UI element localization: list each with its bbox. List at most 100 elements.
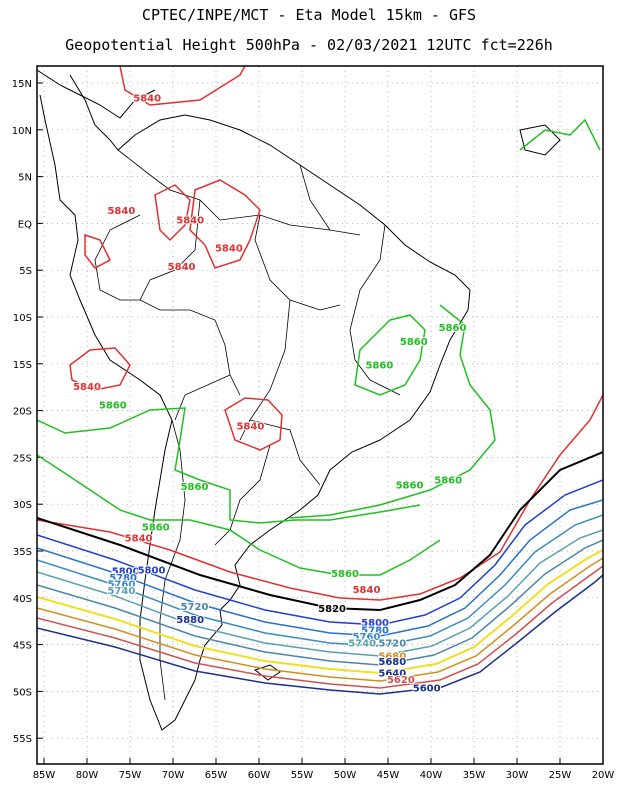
lat-tick-label: 10N: [12, 126, 32, 137]
lon-tick-label: 55W: [291, 770, 314, 781]
contour-5760: [37, 514, 603, 647]
lat-tick-label: 55S: [13, 734, 32, 745]
contour-label: 5840: [168, 262, 196, 273]
lon-tick-label: 65W: [205, 770, 228, 781]
contour-label: 5860: [439, 323, 467, 334]
lat-tick-label: 15N: [12, 79, 32, 90]
contour-5860-ne: [519, 118, 601, 151]
contour-label: 5840: [125, 534, 153, 545]
lat-tick-label: 25S: [13, 453, 32, 464]
lon-tick-label: 75W: [119, 770, 142, 781]
height-contours: [37, 66, 603, 695]
country-borders: [94, 149, 401, 701]
lon-tick-label: 85W: [33, 770, 56, 781]
axis-ticks: 15N 10N 5N EQ 5S 10S 15S 20S 25S 30S 35S 40S 45S 50S 5…: [12, 79, 615, 781]
contour-label: 5780: [361, 625, 389, 636]
contour-label: 5840: [353, 585, 381, 596]
contour-label: 5600: [413, 683, 441, 694]
lon-tick-label: 60W: [248, 770, 271, 781]
lon-tick-label: 45W: [377, 770, 400, 781]
lat-tick-label: 40S: [13, 594, 32, 605]
contour-5740: [37, 529, 603, 657]
contour-5640: [37, 574, 603, 695]
contour-label: 5840: [236, 421, 264, 432]
contour-label: 5720: [378, 638, 406, 649]
contour-label: 5820: [318, 604, 346, 615]
lon-tick-label: 25W: [549, 770, 572, 781]
contour-label: 5720: [181, 602, 209, 613]
contour-5840-pacific: [69, 347, 131, 391]
lat-tick-label: 45S: [13, 641, 32, 652]
south-america-coastline: [39, 74, 471, 731]
contour-label: 5860: [400, 337, 428, 348]
lat-tick-label: 20S: [13, 407, 32, 418]
lon-tick-label: 35W: [463, 770, 486, 781]
contour-5720: [37, 539, 603, 666]
contour-5840-north: [119, 66, 246, 106]
contour-5840-amazon-2: [189, 179, 261, 269]
lat-tick-label: 10S: [13, 313, 32, 324]
contour-5800: [37, 479, 603, 626]
contour-label: 5880: [176, 615, 204, 626]
contour-5840-south: [37, 394, 603, 601]
contour-5700: [37, 549, 603, 675]
chart-title-line1: CPTEC/INPE/MCT - Eta Model 15km - GFS: [141, 6, 477, 24]
chart-title-line2: Geopotential Height 500hPa - 02/03/2021 …: [65, 36, 553, 54]
contour-label: 5860: [142, 522, 170, 533]
contour-label: 5680: [378, 652, 406, 663]
contour-label: 5860: [99, 401, 127, 412]
contour-5860-west: [37, 454, 441, 576]
contour-labels: 5840584058405840584058405840584058405860…: [72, 93, 467, 696]
contour-label: 5740: [107, 586, 135, 597]
contour-label: 5860: [331, 569, 359, 580]
contour-label: 5840: [215, 243, 243, 254]
contour-5860-main: [37, 407, 421, 524]
contour-label: 5680: [378, 657, 406, 668]
contour-5860-brazil: [289, 304, 496, 519]
contour-label: 5860: [396, 480, 424, 491]
lat-tick-label: EQ: [18, 219, 32, 230]
contour-label: 5760: [353, 632, 381, 643]
contour-label: 5860: [181, 482, 209, 493]
lon-tick-label: 80W: [76, 770, 99, 781]
contour-label: 5840: [176, 215, 204, 226]
contour-label: 5860: [434, 476, 462, 487]
lon-tick-label: 70W: [162, 770, 185, 781]
contour-5680: [37, 557, 603, 682]
lat-tick-label: 15S: [13, 360, 32, 371]
lon-tick-label: 30W: [506, 770, 529, 781]
lat-tick-label: 5N: [18, 173, 32, 184]
contour-5840-amazon-1: [154, 184, 191, 242]
coastlines-borders: [37, 69, 561, 731]
lon-tick-label: 50W: [334, 770, 357, 781]
contour-label: 5640: [378, 668, 406, 679]
lon-tick-label: 20W: [592, 770, 615, 781]
contour-5840-chaco: [224, 397, 283, 451]
lon-tick-label: 40W: [420, 770, 443, 781]
contour-5860-plateau: [354, 314, 426, 396]
contour-5820: [37, 451, 603, 612]
lat-tick-label: 35S: [13, 547, 32, 558]
falkland-islands: [253, 664, 281, 681]
caribbean-islands: [519, 124, 561, 156]
contour-label: 5760: [107, 580, 135, 591]
central-america-coast: [37, 69, 156, 119]
contour-label: 5740: [348, 638, 376, 649]
contour-label: 5840: [107, 206, 135, 217]
contour-label: 5620: [387, 675, 415, 686]
contour-5660: [37, 565, 603, 689]
lat-tick-label: 50S: [13, 687, 32, 698]
map-frame: [36, 65, 604, 765]
contour-label: 5860: [365, 360, 393, 371]
contour-label: 5780: [109, 573, 137, 584]
lat-tick-label: 5S: [19, 266, 32, 277]
contour-5780: [37, 499, 603, 637]
contour-5840-andes: [84, 233, 111, 269]
lat-tick-label: 30S: [13, 500, 32, 511]
contour-label: 5840: [133, 94, 161, 105]
contour-label: 5800: [112, 566, 140, 577]
contour-label: 5800: [138, 565, 166, 576]
contour-label: 5840: [73, 382, 101, 393]
contour-label: 5800: [361, 618, 389, 629]
